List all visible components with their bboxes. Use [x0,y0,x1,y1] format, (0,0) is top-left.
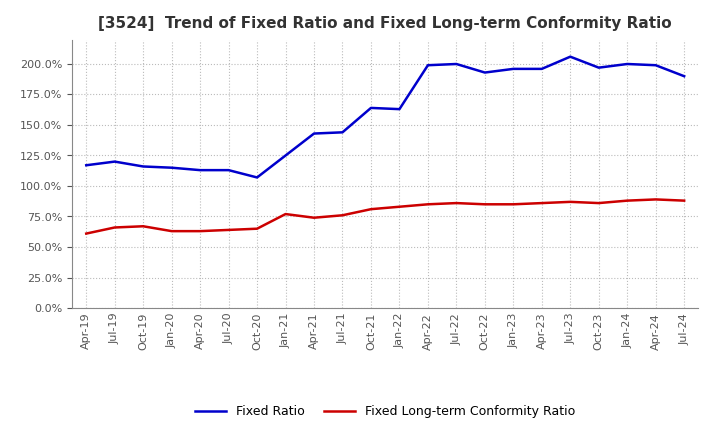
Fixed Ratio [338,130,347,135]
Fixed Ratio [82,163,91,168]
Fixed Ratio [595,65,603,70]
Fixed Long-term Conformity Ratio [566,199,575,205]
Fixed Ratio [566,54,575,59]
Fixed Long-term Conformity Ratio [595,201,603,206]
Fixed Ratio [509,66,518,72]
Fixed Long-term Conformity Ratio [139,224,148,229]
Fixed Long-term Conformity Ratio [196,228,204,234]
Fixed Long-term Conformity Ratio [509,202,518,207]
Fixed Ratio [423,62,432,68]
Fixed Ratio [110,159,119,164]
Fixed Long-term Conformity Ratio [395,204,404,209]
Line: Fixed Ratio: Fixed Ratio [86,57,684,177]
Fixed Ratio [366,105,375,110]
Fixed Long-term Conformity Ratio [110,225,119,230]
Fixed Long-term Conformity Ratio [537,201,546,206]
Fixed Ratio [623,61,631,66]
Fixed Long-term Conformity Ratio [338,213,347,218]
Fixed Ratio [537,66,546,72]
Fixed Long-term Conformity Ratio [423,202,432,207]
Fixed Long-term Conformity Ratio [480,202,489,207]
Fixed Long-term Conformity Ratio [452,201,461,206]
Fixed Long-term Conformity Ratio [310,215,318,220]
Fixed Ratio [253,175,261,180]
Fixed Ratio [680,73,688,79]
Fixed Ratio [310,131,318,136]
Fixed Long-term Conformity Ratio [253,226,261,231]
Fixed Long-term Conformity Ratio [82,231,91,236]
Fixed Long-term Conformity Ratio [680,198,688,203]
Fixed Long-term Conformity Ratio [225,227,233,233]
Fixed Ratio [452,61,461,66]
Fixed Ratio [139,164,148,169]
Fixed Ratio [225,168,233,173]
Fixed Ratio [282,153,290,158]
Fixed Ratio [480,70,489,75]
Fixed Ratio [167,165,176,170]
Line: Fixed Long-term Conformity Ratio: Fixed Long-term Conformity Ratio [86,199,684,234]
Fixed Ratio [652,62,660,68]
Title: [3524]  Trend of Fixed Ratio and Fixed Long-term Conformity Ratio: [3524] Trend of Fixed Ratio and Fixed Lo… [99,16,672,32]
Fixed Ratio [196,168,204,173]
Fixed Long-term Conformity Ratio [652,197,660,202]
Fixed Long-term Conformity Ratio [167,228,176,234]
Legend: Fixed Ratio, Fixed Long-term Conformity Ratio: Fixed Ratio, Fixed Long-term Conformity … [190,400,580,423]
Fixed Ratio [395,106,404,112]
Fixed Long-term Conformity Ratio [623,198,631,203]
Fixed Long-term Conformity Ratio [282,211,290,216]
Fixed Long-term Conformity Ratio [366,206,375,212]
